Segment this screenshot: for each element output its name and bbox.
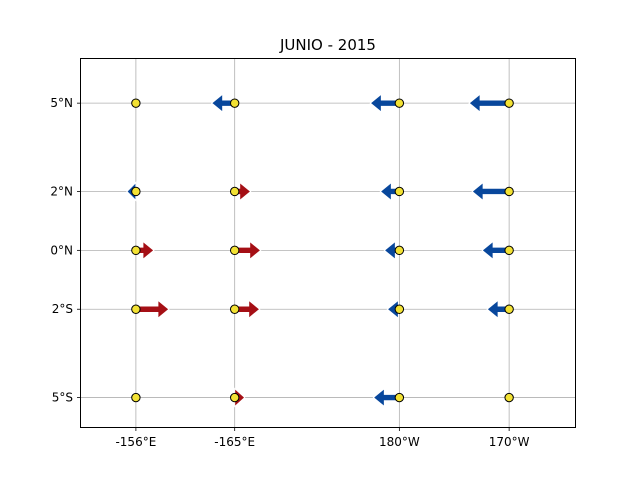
station-marker	[131, 392, 141, 403]
chart-title: JUNIO - 2015	[279, 36, 376, 54]
station-marker	[394, 392, 405, 403]
station-marker	[229, 304, 240, 314]
station-marker	[131, 245, 141, 256]
station-marker	[229, 186, 240, 197]
grid-lines	[81, 59, 575, 427]
station-marker	[504, 392, 514, 403]
x-axis-ticks: -156°E -165°E 180°W 170°W	[115, 427, 530, 449]
y-axis-ticks: 5°N 2°N 0°N 2°S 5°S	[50, 96, 81, 405]
station-marker	[504, 186, 514, 197]
station-marker	[394, 186, 405, 197]
y-tick-label: 2°S	[52, 302, 73, 316]
y-tick-label: 2°N	[50, 184, 73, 198]
station-marker	[394, 304, 405, 314]
x-tick-label: -156°E	[115, 435, 156, 449]
station-markers	[131, 98, 514, 403]
station-marker	[131, 186, 141, 197]
x-tick-label: 170°W	[489, 435, 530, 449]
station-marker	[131, 304, 141, 314]
x-tick-label: 180°W	[379, 435, 420, 449]
station-marker	[394, 98, 405, 108]
station-marker	[504, 245, 514, 256]
station-marker	[229, 392, 240, 403]
y-tick-label: 5°N	[50, 96, 73, 110]
station-marker	[504, 304, 514, 314]
station-marker	[229, 98, 240, 108]
station-marker	[394, 245, 405, 256]
x-tick-label: -165°E	[214, 435, 255, 449]
current-vector-arrow	[468, 93, 510, 114]
station-marker	[504, 98, 514, 108]
plot-frame	[80, 58, 576, 428]
y-tick-label: 5°S	[52, 391, 73, 405]
station-marker	[131, 98, 141, 108]
y-tick-label: 0°N	[50, 243, 73, 257]
station-marker	[229, 245, 240, 256]
current-vector-arrow	[135, 299, 170, 320]
current-vector-arrow	[471, 181, 510, 202]
